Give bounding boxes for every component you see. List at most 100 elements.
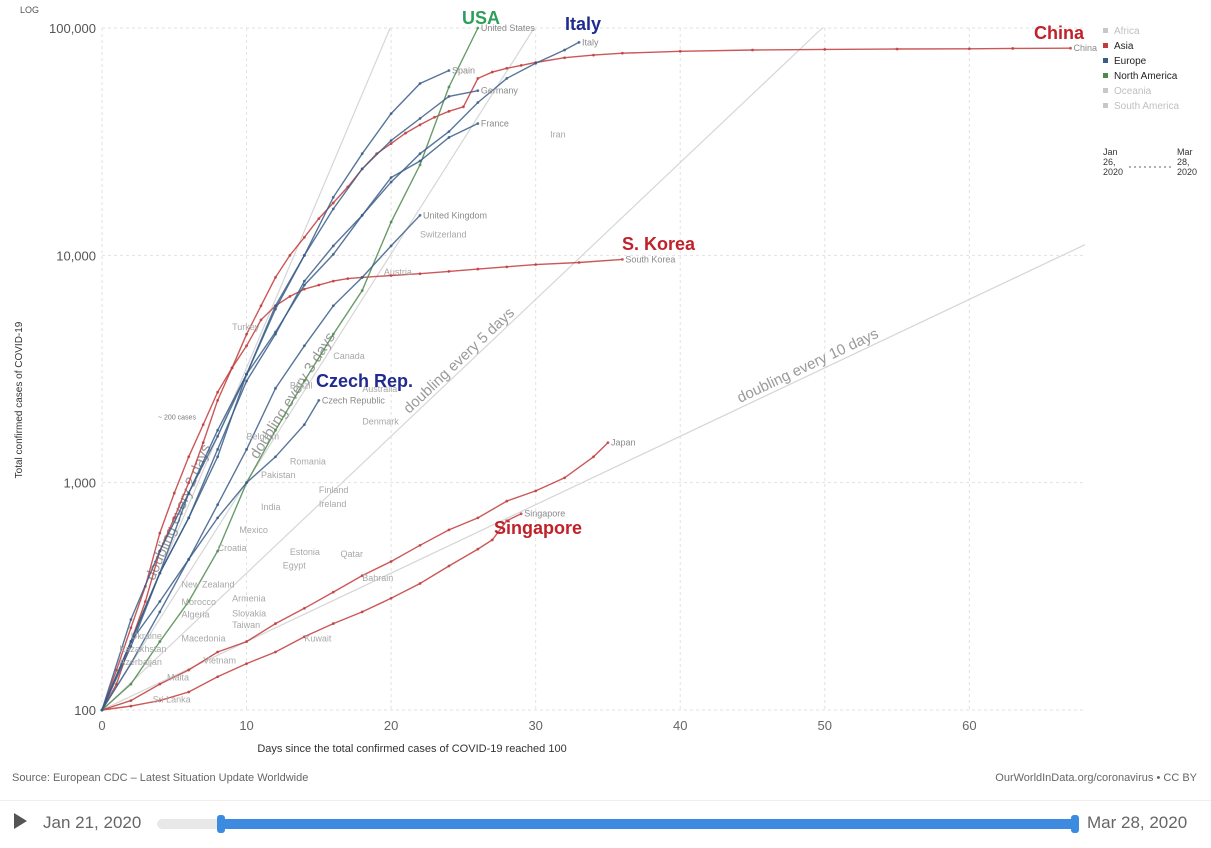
series-point	[418, 82, 422, 85]
series-point	[259, 318, 263, 322]
series-point	[447, 130, 451, 134]
series-point	[331, 622, 335, 625]
country-label: Kazakhstan	[119, 644, 166, 654]
series-point	[158, 549, 162, 553]
timeline-start-date: Jan 21, 2020	[43, 813, 142, 832]
annotation-label: Czech Rep.	[316, 371, 413, 391]
x-tick-label: 0	[98, 718, 105, 733]
series-point	[129, 645, 133, 649]
series-point	[158, 682, 162, 686]
timeline-range[interactable]	[221, 819, 1077, 829]
series-point	[476, 547, 480, 551]
series-point	[447, 95, 451, 98]
timeline-bar: Jan 21, 2020 Mar 28, 2020	[0, 800, 1211, 848]
series-point	[172, 516, 176, 520]
series-point	[534, 263, 538, 267]
series-point	[967, 47, 971, 51]
series-point	[317, 283, 321, 287]
series-point	[302, 606, 306, 610]
series-point	[216, 650, 220, 654]
series-point	[216, 399, 220, 402]
series-line	[101, 27, 479, 711]
series-point	[389, 560, 393, 563]
series-point	[274, 386, 277, 390]
series-point	[447, 109, 451, 113]
series-point	[447, 564, 451, 568]
country-label: Kuwait	[304, 634, 332, 644]
series-end-label: Italy	[582, 37, 599, 47]
series-point	[418, 163, 422, 167]
series-end-label: South Korea	[625, 254, 675, 264]
source-note[interactable]: Source: European CDC – Latest Situation …	[12, 772, 309, 784]
series-line	[101, 90, 479, 711]
legend-item: Europe	[1114, 56, 1147, 67]
country-label: Taiwan	[232, 620, 260, 630]
series-point	[1011, 47, 1015, 50]
series-point	[158, 600, 162, 603]
series-point	[216, 675, 220, 679]
series-end-label: Singapore	[524, 509, 565, 519]
x-tick-label: 30	[528, 718, 542, 733]
legend-start-date: 2020	[1103, 167, 1123, 177]
series-point	[302, 379, 306, 383]
country-label: Morocco	[182, 597, 217, 607]
series-point	[201, 441, 205, 445]
series-point	[245, 640, 248, 643]
legend-start-date: 26,	[1103, 157, 1116, 167]
series-point	[519, 63, 523, 67]
series-point	[187, 690, 191, 694]
series-end-label: Germany	[481, 86, 519, 96]
series-point	[360, 167, 364, 171]
series-end-label: France	[481, 119, 509, 129]
play-icon[interactable]	[14, 813, 27, 829]
doubling-line	[101, 27, 823, 711]
series-point	[230, 366, 234, 370]
series-point	[245, 448, 248, 451]
annotation-label: Singapore	[494, 518, 582, 538]
series-point	[447, 269, 451, 273]
series-end-label: China	[1074, 43, 1098, 53]
series-point	[476, 122, 480, 125]
series-point	[158, 571, 162, 575]
country-label: Pakistan	[261, 470, 296, 480]
country-label: Turkey	[232, 322, 260, 332]
series-point	[404, 131, 407, 135]
series-point	[505, 77, 509, 80]
series-point	[389, 220, 393, 224]
timeline-end-handle[interactable]	[1071, 815, 1079, 833]
series-point	[447, 69, 451, 72]
series-point	[129, 699, 133, 702]
country-label: Sri Lanka	[153, 694, 191, 704]
country-label: Switzerland	[420, 229, 467, 239]
timeline-start-handle[interactable]	[217, 815, 225, 833]
series-point	[447, 136, 451, 139]
series-point	[389, 244, 393, 248]
series-point	[288, 253, 292, 257]
series-end-label: Spain	[452, 66, 475, 76]
series-point	[823, 48, 827, 51]
series-point	[274, 275, 277, 279]
series-point	[577, 40, 581, 44]
series-point	[274, 307, 277, 311]
series-point	[346, 277, 350, 281]
credit-note[interactable]: OurWorldInData.org/coronavirus • CC BY	[995, 772, 1197, 784]
series-end-label: Czech Republic	[322, 395, 386, 405]
country-label: Slovakia	[232, 608, 266, 618]
series-point	[505, 519, 509, 523]
legend-swatch	[1103, 103, 1108, 108]
series-point	[418, 123, 422, 127]
series-point	[1069, 46, 1072, 50]
series-point	[606, 441, 610, 445]
series-point	[331, 201, 335, 205]
doubling-line	[101, 27, 535, 711]
series-point	[172, 491, 176, 495]
legend-item: Asia	[1114, 41, 1134, 52]
x-tick-label: 20	[384, 718, 398, 733]
series-point	[505, 499, 509, 503]
series-point	[563, 56, 566, 60]
series-point	[490, 538, 494, 542]
series-point	[476, 516, 480, 520]
timeline-track[interactable]	[157, 815, 1079, 833]
annotation-label: S. Korea	[622, 234, 696, 254]
